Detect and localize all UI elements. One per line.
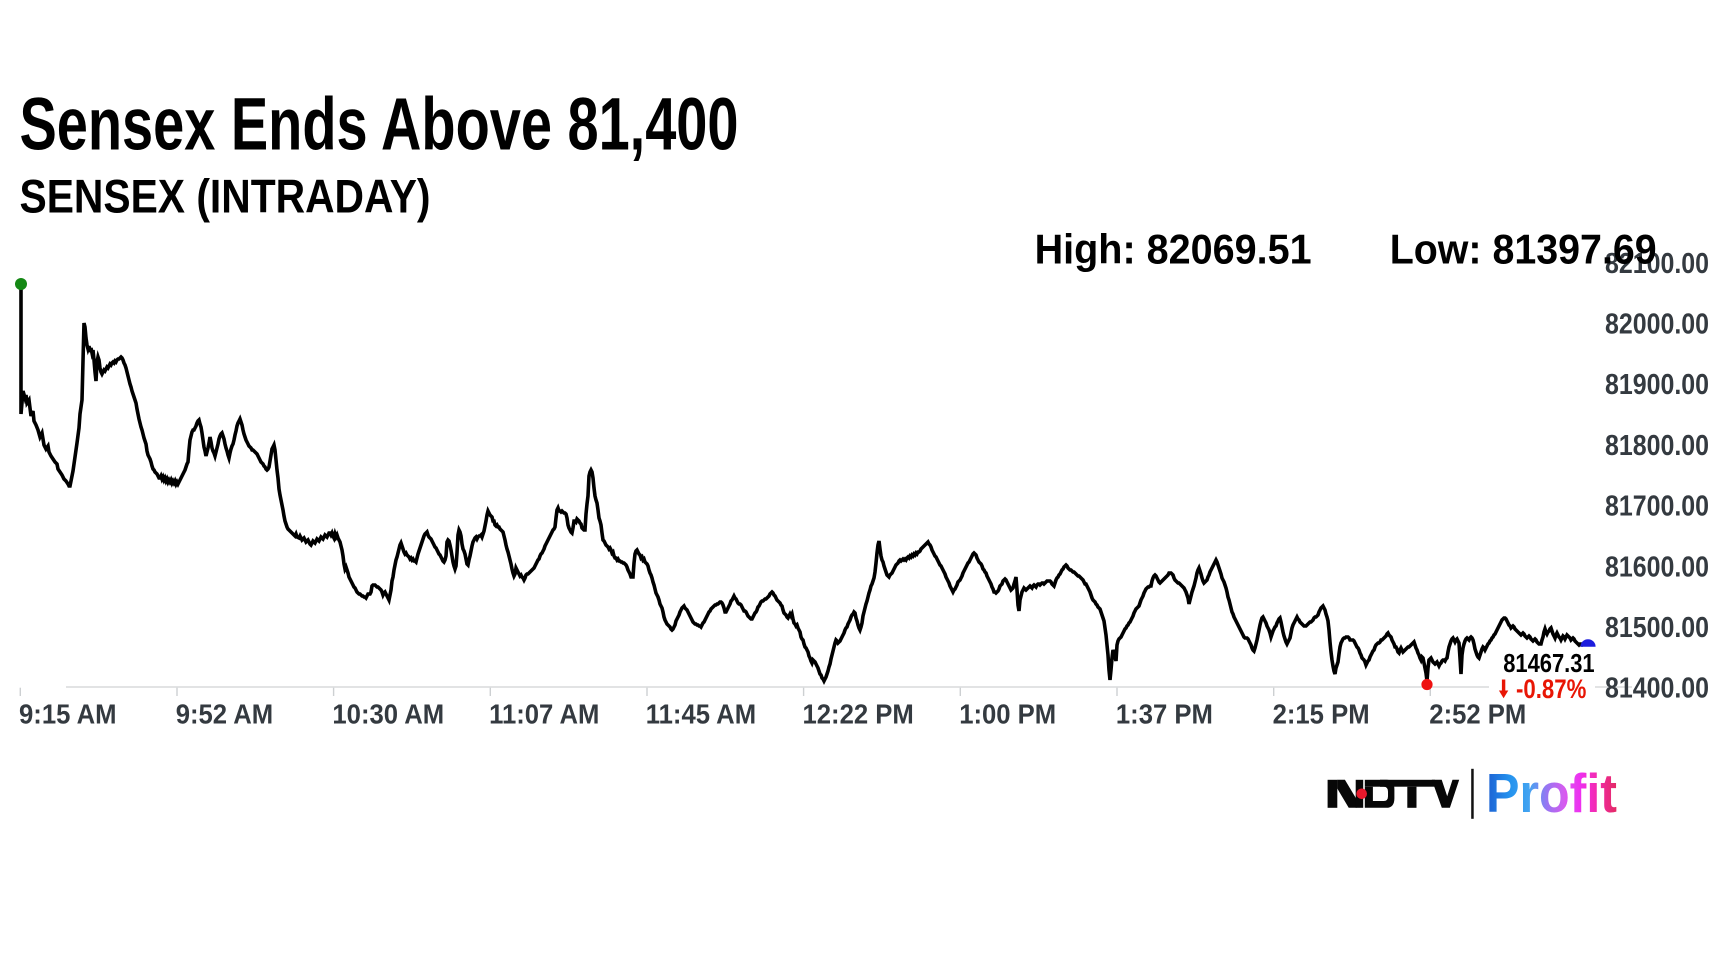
svg-text:81467.31: 81467.31 [1503, 650, 1594, 678]
svg-text:SENSEX (INTRADAY): SENSEX (INTRADAY) [20, 171, 431, 224]
svg-text:-0.87%: -0.87% [1516, 674, 1586, 704]
svg-text:Profit: Profit [1486, 763, 1617, 824]
svg-text:82100.00: 82100.00 [1605, 248, 1709, 280]
svg-text:1:37 PM: 1:37 PM [1116, 699, 1213, 730]
svg-text:1:00 PM: 1:00 PM [959, 699, 1056, 730]
svg-text:81500.00: 81500.00 [1605, 612, 1709, 644]
svg-text:Sensex Ends Above 81,400: Sensex Ends Above 81,400 [20, 83, 739, 166]
svg-text:12:22 PM: 12:22 PM [803, 699, 914, 730]
svg-text:2:15 PM: 2:15 PM [1273, 699, 1370, 730]
svg-text:81600.00: 81600.00 [1605, 551, 1709, 583]
svg-text:2:52 PM: 2:52 PM [1429, 699, 1526, 730]
svg-text:81400.00: 81400.00 [1605, 673, 1709, 705]
svg-text:10:30 AM: 10:30 AM [332, 699, 444, 730]
svg-text:High: 82069.51: High: 82069.51 [1035, 225, 1312, 272]
svg-text:Low: 81397.69: Low: 81397.69 [1390, 225, 1657, 272]
svg-text:81900.00: 81900.00 [1605, 369, 1709, 401]
svg-text:82000.00: 82000.00 [1605, 309, 1709, 341]
svg-text:11:45 AM: 11:45 AM [646, 699, 756, 730]
svg-text:11:07 AM: 11:07 AM [489, 699, 599, 730]
svg-text:9:52 AM: 9:52 AM [176, 699, 274, 730]
svg-text:81700.00: 81700.00 [1605, 491, 1709, 523]
svg-text:9:15 AM: 9:15 AM [19, 699, 117, 730]
svg-text:81800.00: 81800.00 [1605, 430, 1709, 462]
